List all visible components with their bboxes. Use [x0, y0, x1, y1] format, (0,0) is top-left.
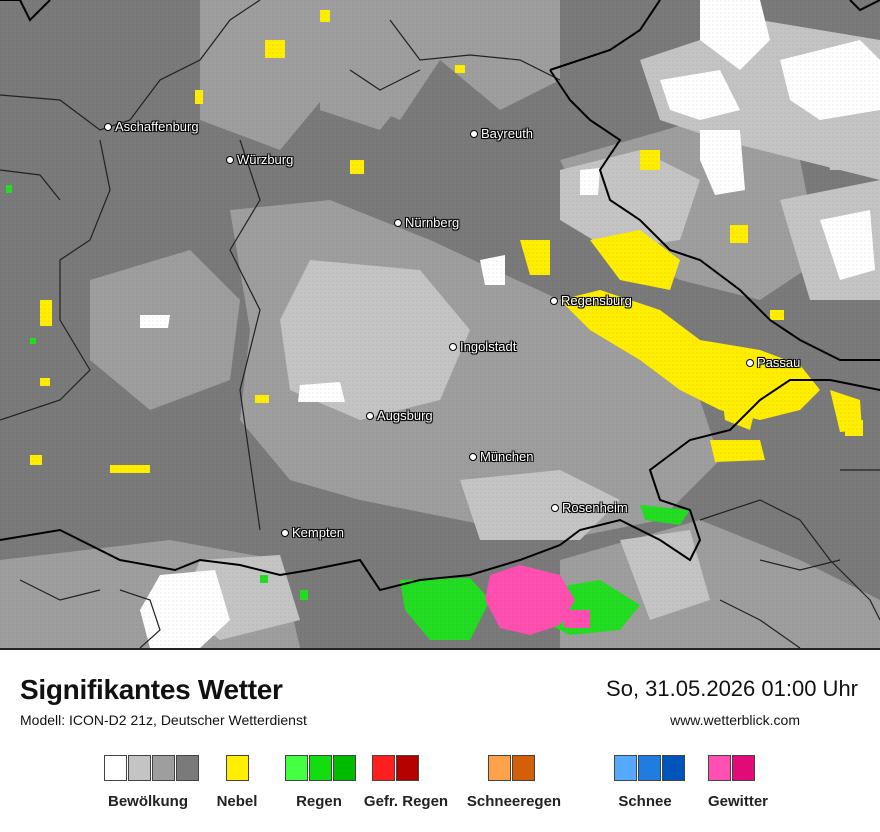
legend-swatches	[708, 755, 756, 783]
legend-label: Schnee	[618, 793, 672, 810]
city-passau: Passau	[746, 355, 800, 370]
legend-swatch	[396, 755, 419, 781]
legend-schneeregen: Schneeregen	[467, 755, 561, 815]
city-label: Kempten	[292, 525, 345, 540]
legend-swatch	[732, 755, 755, 781]
city-marker	[551, 503, 559, 512]
city-kempten: Kempten	[281, 525, 344, 540]
city-marker	[469, 452, 477, 461]
state-border	[0, 0, 880, 592]
city-label: Ingolstadt	[460, 339, 517, 354]
city-regensburg: Regensburg	[550, 293, 632, 308]
legend-label: Regen	[296, 793, 342, 810]
legend-regen: Regen	[285, 755, 357, 815]
legend-swatches	[372, 755, 420, 783]
legend-swatch	[333, 755, 356, 781]
city-augsburg: Augsburg	[366, 408, 433, 423]
city-marker	[394, 218, 402, 227]
map-canvas	[0, 0, 880, 648]
city-label: Augsburg	[377, 408, 433, 423]
city-label: Passau	[757, 355, 801, 370]
legend-schnee: Schnee	[614, 755, 686, 815]
city-wuerzburg: Würzburg	[226, 152, 293, 167]
legend-gefr-regen: Gefr. Regen	[364, 755, 448, 815]
legend-swatch	[662, 755, 685, 781]
legend-swatch	[488, 755, 511, 781]
legend-swatches	[488, 755, 536, 783]
city-aschaffenburg: Aschaffenburg	[104, 119, 199, 134]
city-ingolstadt: Ingolstadt	[449, 339, 516, 354]
city-marker	[366, 411, 374, 420]
website-link[interactable]: www.wetterblick.com	[670, 712, 800, 728]
legend-label: Nebel	[216, 793, 258, 810]
city-label: Bayreuth	[481, 126, 534, 141]
city-label: München	[480, 449, 534, 464]
city-marker	[746, 358, 754, 367]
legend-label: Bewölkung	[107, 793, 189, 810]
city-nuernberg: Nürnberg	[394, 215, 459, 230]
city-marker	[550, 296, 558, 305]
legend-swatches	[104, 755, 200, 783]
legend-gewitter: Gewitter	[708, 755, 768, 815]
legend-swatch	[152, 755, 175, 781]
legend-swatches	[614, 755, 686, 783]
city-label: Rosenheim	[562, 500, 628, 515]
city-marker	[281, 528, 289, 537]
city-marker	[226, 155, 234, 164]
map-title: Signifikantes Wetter	[20, 674, 283, 705]
legend-swatch	[104, 755, 127, 781]
forecast-datetime: So, 31.05.2026 01:00 Uhr	[606, 676, 858, 701]
legend-swatch	[176, 755, 199, 781]
city-bayreuth: Bayreuth	[470, 126, 533, 141]
legend-swatch	[638, 755, 661, 781]
legend-swatch	[708, 755, 731, 781]
legend-swatch	[309, 755, 332, 781]
legend-nebel: Nebel	[217, 755, 257, 815]
legend-label: Schneeregen	[466, 793, 562, 810]
weather-map: Aschaffenburg Würzburg Bayreuth Nürnberg…	[0, 0, 880, 648]
legend-label: Gefr. Regen	[363, 793, 449, 810]
city-muenchen: München	[469, 449, 533, 464]
legend-swatch	[372, 755, 395, 781]
legend-swatches	[285, 755, 357, 783]
legend-swatch	[614, 755, 637, 781]
legend-swatch	[226, 755, 249, 781]
city-marker	[449, 342, 457, 351]
city-label: Aschaffenburg	[115, 119, 199, 134]
city-label: Regensburg	[561, 293, 632, 308]
legend-bewoelkung: Bewölkung	[104, 755, 200, 815]
legend-swatch	[128, 755, 151, 781]
legend-swatch	[285, 755, 308, 781]
region-borders	[0, 0, 880, 648]
city-label: Würzburg	[237, 152, 294, 167]
city-marker	[470, 129, 478, 138]
city-rosenheim: Rosenheim	[551, 500, 628, 515]
city-label: Nürnberg	[405, 215, 460, 230]
legend-swatches	[226, 755, 250, 783]
legend-label: Gewitter	[707, 793, 769, 810]
model-info: Modell: ICON-D2 21z, Deutscher Wetterdie…	[20, 712, 307, 728]
legend-swatch	[512, 755, 535, 781]
map-footer: Signifikantes Wetter Modell: ICON-D2 21z…	[0, 648, 880, 832]
city-marker	[104, 122, 112, 131]
